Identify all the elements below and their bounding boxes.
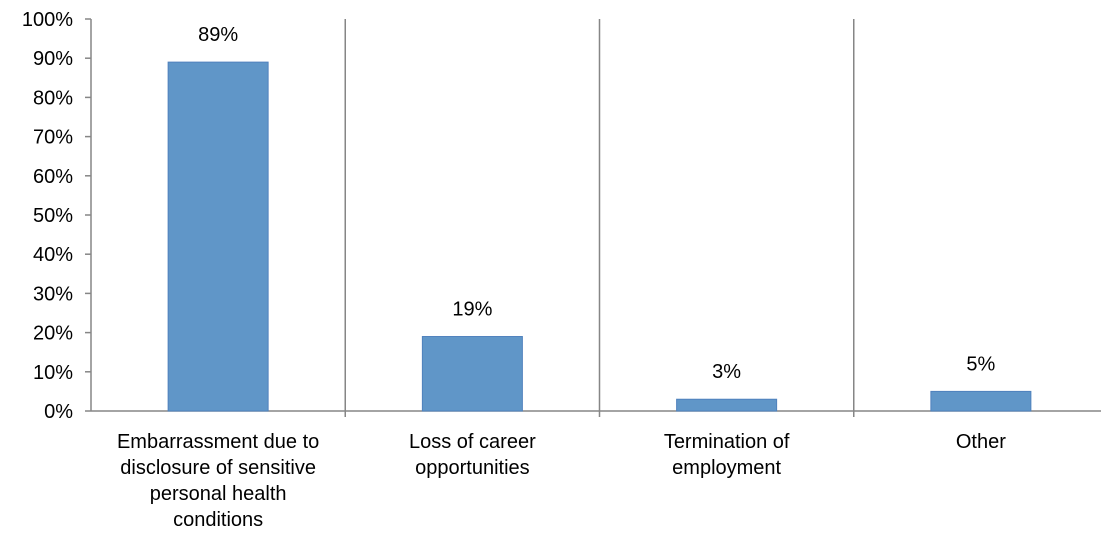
y-tick-label: 30% (33, 283, 73, 305)
bars (167, 61, 1032, 412)
y-tick-label: 10% (33, 362, 73, 384)
category-label: Termination of employment (664, 431, 790, 479)
y-tick-label: 70% (33, 127, 73, 149)
y-tick-label: 80% (33, 87, 73, 109)
category-label-line: conditions (173, 509, 263, 531)
bar (167, 61, 269, 412)
data-label: 89% (198, 24, 238, 46)
data-label: 3% (712, 361, 741, 383)
category-label: Other (956, 431, 1006, 453)
category-label: Embarrassment due to disclosure of sensit… (117, 431, 319, 531)
grid-lines (344, 19, 855, 417)
category-label-line: opportunities (415, 457, 530, 479)
category-label-line: Termination of (664, 431, 790, 453)
data-label: 5% (966, 353, 995, 375)
category-label: Loss of career opportunities (409, 431, 536, 479)
y-tick-label: 90% (33, 48, 73, 70)
y-tick-label: 20% (33, 323, 73, 345)
category-label-line: Embarrassment due to (117, 431, 319, 453)
y-tick-label: 100% (22, 9, 73, 31)
category-label-line: Loss of career (409, 431, 536, 453)
data-label: 19% (452, 299, 492, 321)
y-tick-label: 0% (44, 401, 73, 423)
bar (930, 390, 1032, 412)
y-tick-label: 40% (33, 244, 73, 266)
category-label-line: disclosure of sensitive (120, 457, 316, 479)
category-label-line: employment (672, 457, 781, 479)
data-labels: 89% 19% 3% 5% (198, 24, 995, 383)
bar (676, 398, 778, 412)
category-labels: Embarrassment due to disclosure of sensit… (117, 431, 1006, 531)
y-tick-label: 50% (33, 205, 73, 227)
bar (421, 336, 523, 412)
category-label-line: personal health (150, 483, 287, 505)
y-axis-ticks: 0% 10% 20% 30% 40% 50% 60% 70% 80% 90% 100% (22, 9, 91, 423)
y-tick-label: 60% (33, 166, 73, 188)
category-label-line: Other (956, 431, 1006, 453)
